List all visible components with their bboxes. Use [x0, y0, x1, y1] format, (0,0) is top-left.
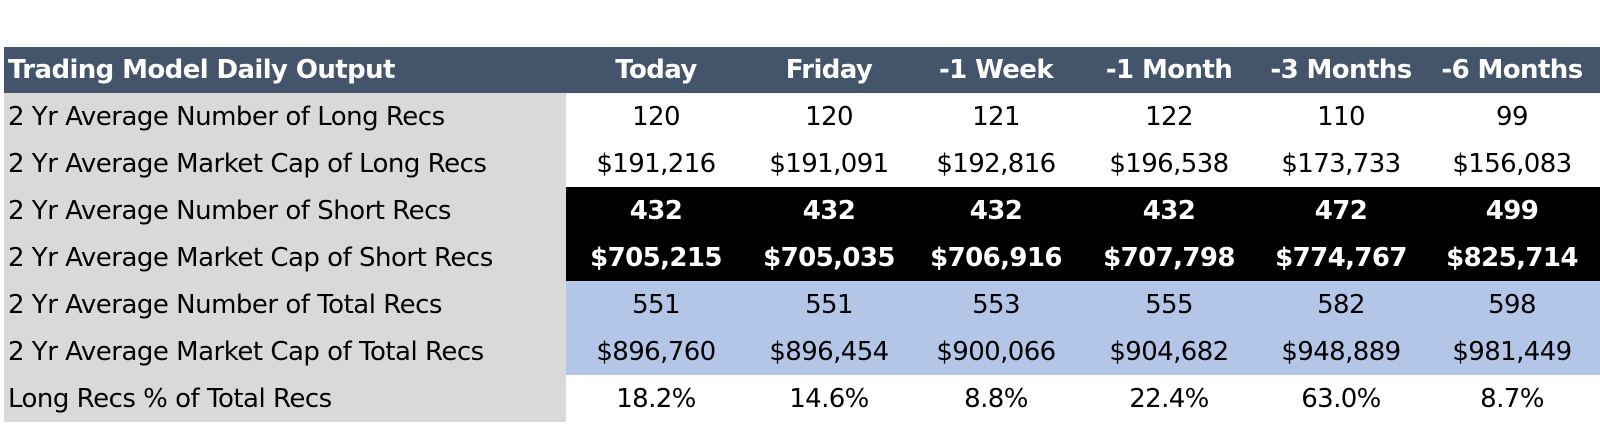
table-cell: 120 [566, 93, 746, 140]
table-cell: $948,889 [1258, 328, 1424, 375]
table-cell: 121 [912, 93, 1080, 140]
table-cell: 551 [746, 281, 912, 328]
table-cell: $156,083 [1424, 140, 1600, 187]
column-header-friday: Friday [785, 55, 873, 85]
column-header-6-months: -6 Months [1441, 55, 1583, 85]
table-title: Trading Model Daily Output [8, 55, 395, 85]
table-cell: $904,682 [1080, 328, 1258, 375]
table-cell: $825,714 [1424, 234, 1600, 281]
column-header-today: Today [615, 55, 697, 85]
table-cell: 472 [1258, 187, 1424, 234]
table-body: 2 Yr Average Number of Long Recs 120 120… [4, 93, 1600, 422]
table-cell: 555 [1080, 281, 1258, 328]
table-row: Long Recs % of Total Recs 18.2% 14.6% 8.… [4, 375, 1600, 422]
table-cell: $196,538 [1080, 140, 1258, 187]
table-cell: 99 [1424, 93, 1600, 140]
table-cell: 551 [566, 281, 746, 328]
table-row: 2 Yr Average Number of Total Recs 551 55… [4, 281, 1600, 328]
table-cell: 432 [566, 187, 746, 234]
header-row: Trading Model Daily Output Today Friday … [4, 47, 1600, 93]
table-cell: $707,798 [1080, 234, 1258, 281]
table-row: 2 Yr Average Number of Long Recs 120 120… [4, 93, 1600, 140]
table-row: 2 Yr Average Market Cap of Total Recs $8… [4, 328, 1600, 375]
table-cell: $706,916 [912, 234, 1080, 281]
table-cell: $896,760 [566, 328, 746, 375]
row-label: 2 Yr Average Number of Long Recs [4, 93, 566, 140]
row-label: 2 Yr Average Market Cap of Short Recs [4, 234, 566, 281]
table-cell: $705,215 [566, 234, 746, 281]
table-cell: 18.2% [566, 375, 746, 422]
table-cell: 553 [912, 281, 1080, 328]
table-row: 2 Yr Average Number of Short Recs 432 43… [4, 187, 1600, 234]
table-cell: 120 [746, 93, 912, 140]
column-header-1-month: -1 Month [1105, 55, 1233, 85]
column-header-3-months: -3 Months [1270, 55, 1412, 85]
table-cell: $896,454 [746, 328, 912, 375]
table-cell: 598 [1424, 281, 1600, 328]
table-cell: 432 [746, 187, 912, 234]
table-cell: $705,035 [746, 234, 912, 281]
row-label: Long Recs % of Total Recs [4, 375, 566, 422]
table-cell: 582 [1258, 281, 1424, 328]
trading-model-table: Trading Model Daily Output Today Friday … [4, 47, 1600, 422]
table-cell: 14.6% [746, 375, 912, 422]
table-cell: 432 [912, 187, 1080, 234]
table-cell: 122 [1080, 93, 1258, 140]
row-label: 2 Yr Average Number of Total Recs [4, 281, 566, 328]
table-row: 2 Yr Average Market Cap of Long Recs $19… [4, 140, 1600, 187]
table-cell: 8.8% [912, 375, 1080, 422]
table-cell: $173,733 [1258, 140, 1424, 187]
table-row: 2 Yr Average Market Cap of Short Recs $7… [4, 234, 1600, 281]
row-label: 2 Yr Average Number of Short Recs [4, 187, 566, 234]
table-cell: $191,091 [746, 140, 912, 187]
trading-model-table-container: Trading Model Daily Output Today Friday … [4, 47, 1600, 422]
table-header: Trading Model Daily Output Today Friday … [4, 47, 1600, 93]
table-cell: $981,449 [1424, 328, 1600, 375]
table-cell: 432 [1080, 187, 1258, 234]
row-label: 2 Yr Average Market Cap of Total Recs [4, 328, 566, 375]
table-cell: 63.0% [1258, 375, 1424, 422]
table-cell: 22.4% [1080, 375, 1258, 422]
table-cell: 110 [1258, 93, 1424, 140]
table-cell: $192,816 [912, 140, 1080, 187]
table-cell: 8.7% [1424, 375, 1600, 422]
table-cell: $191,216 [566, 140, 746, 187]
row-label: 2 Yr Average Market Cap of Long Recs [4, 140, 566, 187]
column-header-1-week: -1 Week [938, 55, 1054, 85]
table-cell: $900,066 [912, 328, 1080, 375]
table-cell: 499 [1424, 187, 1600, 234]
table-cell: $774,767 [1258, 234, 1424, 281]
